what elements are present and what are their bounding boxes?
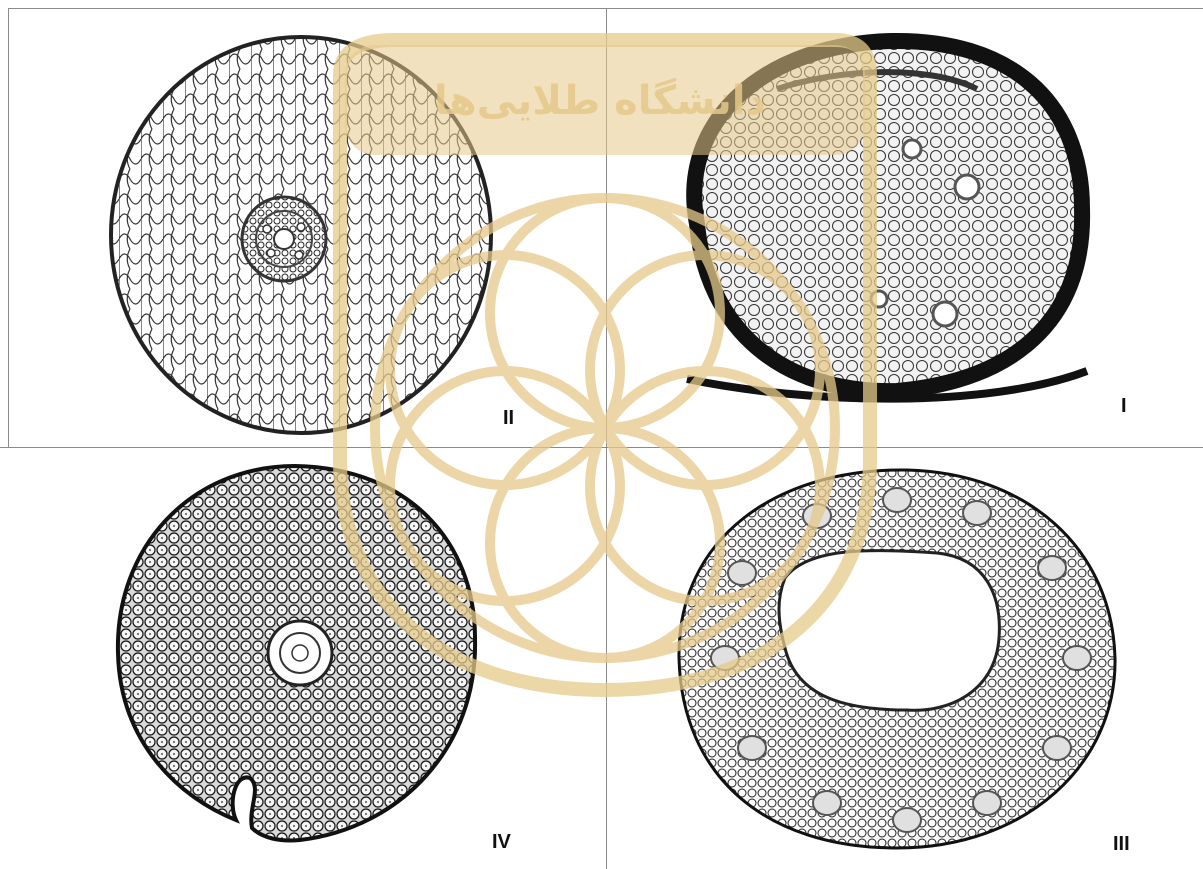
panel-ii: II xyxy=(9,9,606,447)
panel-label-iii: III xyxy=(1113,833,1130,855)
panel-label-i: I xyxy=(1121,395,1127,417)
frame-top-border xyxy=(8,8,1203,9)
panel-iii: III xyxy=(607,448,1203,869)
watermark-text: دانشگاه طلایی‌ها xyxy=(433,78,767,124)
panel-label-iv: IV xyxy=(492,831,511,853)
root-section-illustration xyxy=(109,35,493,435)
hollow-stem-illustration xyxy=(677,468,1117,850)
stippled-root-illustration xyxy=(115,463,478,843)
panel-label-ii: II xyxy=(503,407,515,429)
panel-iv: IV xyxy=(0,448,606,869)
stem-section-illustration xyxy=(686,32,1091,403)
frame-left-border xyxy=(8,8,9,448)
panel-i: I xyxy=(607,9,1203,447)
